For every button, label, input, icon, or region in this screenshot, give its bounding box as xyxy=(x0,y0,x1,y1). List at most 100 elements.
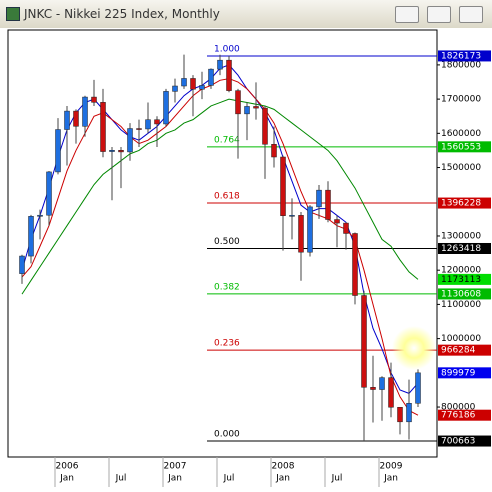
moving-average xyxy=(21,78,419,416)
candle-body xyxy=(181,78,187,87)
y-tick-label: 1100000 xyxy=(441,300,481,310)
price-box-label: 899979 xyxy=(441,368,476,378)
window-title: JNKC - Nikkei 225 Index, Monthly xyxy=(24,7,220,21)
candle-body xyxy=(280,156,286,216)
moving-average xyxy=(21,98,419,295)
candle-body xyxy=(298,215,304,253)
y-tick-label: 1600000 xyxy=(441,129,481,139)
candle-body xyxy=(127,128,133,153)
price-box xyxy=(438,197,491,209)
candle-body xyxy=(199,85,205,90)
candle-body xyxy=(307,206,313,253)
candle-body xyxy=(46,171,52,216)
candle-body xyxy=(244,106,250,115)
candle-body xyxy=(55,129,61,173)
candle-body xyxy=(253,106,259,109)
x-tick-label: Jul xyxy=(223,474,235,484)
price-box-label: 1560553 xyxy=(441,142,481,152)
candle-body xyxy=(379,377,385,390)
price-box-label: 1263418 xyxy=(441,244,481,254)
candle-body xyxy=(163,91,169,125)
candle-body xyxy=(190,78,196,90)
candle-body xyxy=(100,102,106,152)
price-box-label: 1826173 xyxy=(441,51,481,61)
candle-body xyxy=(415,372,421,404)
highlight xyxy=(392,326,436,370)
fib-label: 0.382 xyxy=(214,282,240,292)
y-tick-label: 800000 xyxy=(441,403,476,413)
candle-body xyxy=(136,128,142,130)
candle-body xyxy=(343,222,349,234)
y-tick-label: 1800000 xyxy=(441,60,481,70)
candle-body xyxy=(109,150,115,152)
y-tick-label: 1000000 xyxy=(441,334,481,344)
price-box xyxy=(438,50,491,62)
candle-body xyxy=(262,107,268,145)
x-year-label: 2006 xyxy=(56,462,79,472)
title-bar: JNKC - Nikkei 225 Index, Monthly xyxy=(0,0,492,28)
candle-body xyxy=(37,214,43,217)
candle-body xyxy=(19,255,25,274)
x-tick-label: Jan xyxy=(167,474,182,484)
price-box xyxy=(438,409,491,421)
maximize-button[interactable] xyxy=(427,6,451,23)
price-box-label: 1396228 xyxy=(441,199,481,209)
candle-body xyxy=(64,110,70,130)
x-tick-label: Jul xyxy=(115,474,127,484)
candle-body xyxy=(325,189,331,220)
close-button[interactable] xyxy=(459,6,483,23)
candle-body xyxy=(361,295,367,388)
candle-body xyxy=(208,68,214,86)
price-box-label: 966284 xyxy=(441,346,476,356)
price-box xyxy=(438,435,491,447)
y-tick-label: 1300000 xyxy=(441,231,481,241)
fib-label: 0.500 xyxy=(214,237,240,247)
candle-body xyxy=(154,119,160,125)
price-box xyxy=(438,273,491,285)
price-box xyxy=(438,367,491,379)
candle-body xyxy=(388,377,394,408)
chart: 800000 1000000 1100000 1200000 1300000 150000… xyxy=(0,28,492,492)
candle-body xyxy=(352,233,358,296)
candle-body xyxy=(271,144,277,158)
candle-body xyxy=(406,403,412,423)
candle-body xyxy=(82,96,88,127)
x-tick-label: Jan xyxy=(59,474,74,484)
minimize-button[interactable] xyxy=(395,6,419,23)
candle-body xyxy=(172,85,178,92)
fib-label: 1.000 xyxy=(214,44,240,54)
window-icon xyxy=(6,7,20,21)
price-box xyxy=(438,344,491,356)
candle-body xyxy=(28,216,34,257)
x-year-label: 2009 xyxy=(380,462,403,472)
candle-body xyxy=(316,189,322,208)
price-box xyxy=(438,288,491,300)
price-box-label: 700663 xyxy=(441,437,475,447)
price-box xyxy=(438,242,491,254)
candle-body xyxy=(370,387,376,390)
candle-body xyxy=(235,90,241,115)
candle-body xyxy=(217,59,223,70)
fib-label: 0.764 xyxy=(214,135,240,145)
x-year-label: 2008 xyxy=(272,462,295,472)
price-box-label: 1130608 xyxy=(441,289,481,299)
x-year-label: 2007 xyxy=(164,462,187,472)
x-tick-label: Jan xyxy=(383,474,398,484)
candle-body xyxy=(145,119,151,130)
x-tick-label: Jul xyxy=(331,474,343,484)
candle-body xyxy=(118,150,124,153)
candle-body xyxy=(289,215,295,217)
candle-body xyxy=(397,407,403,423)
candle-body xyxy=(226,59,232,91)
y-tick-label: 1200000 xyxy=(441,266,481,276)
candle-body xyxy=(73,110,79,127)
y-tick-label: 1700000 xyxy=(441,95,481,105)
fib-label: 0.236 xyxy=(214,339,240,349)
price-box-label: 776186 xyxy=(441,411,476,421)
y-tick-label: 1500000 xyxy=(441,163,481,173)
price-box-label: 1173113 xyxy=(441,275,481,285)
fib-label: 0.000 xyxy=(214,430,240,440)
x-tick-label: Jan xyxy=(275,474,290,484)
candle-body xyxy=(334,219,340,224)
